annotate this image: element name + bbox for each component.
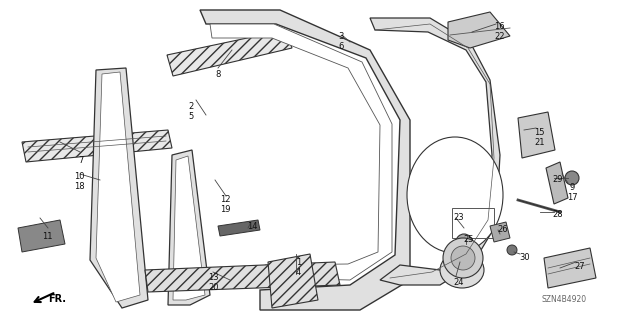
Text: 26: 26 — [497, 225, 508, 234]
Circle shape — [443, 238, 483, 278]
Polygon shape — [210, 24, 392, 280]
Polygon shape — [90, 68, 148, 308]
Circle shape — [456, 234, 472, 250]
Polygon shape — [168, 150, 210, 305]
Polygon shape — [173, 156, 205, 300]
Polygon shape — [18, 220, 65, 252]
Text: 2
5: 2 5 — [188, 102, 193, 122]
Text: 16
22: 16 22 — [494, 22, 504, 41]
Text: 28: 28 — [552, 210, 563, 219]
Polygon shape — [546, 162, 568, 204]
Text: 30: 30 — [519, 253, 530, 262]
Text: 8: 8 — [215, 70, 220, 79]
Text: 11: 11 — [42, 232, 52, 241]
Polygon shape — [96, 72, 140, 302]
Polygon shape — [145, 262, 340, 292]
Text: 27: 27 — [574, 262, 584, 271]
Text: 15
21: 15 21 — [534, 128, 545, 147]
Text: 29: 29 — [552, 175, 563, 184]
Text: 10
18: 10 18 — [74, 172, 84, 191]
Polygon shape — [22, 130, 172, 162]
Text: 3
6: 3 6 — [338, 32, 344, 51]
Text: 24: 24 — [453, 278, 463, 287]
Text: 1
4: 1 4 — [296, 258, 301, 278]
Polygon shape — [370, 18, 500, 285]
Polygon shape — [448, 12, 510, 48]
Text: SZN4B4920: SZN4B4920 — [541, 295, 586, 304]
Polygon shape — [544, 248, 596, 288]
Polygon shape — [200, 10, 410, 310]
Text: 12
19: 12 19 — [220, 195, 230, 214]
Polygon shape — [518, 112, 555, 158]
Text: 25: 25 — [463, 235, 474, 244]
Ellipse shape — [440, 252, 484, 288]
Polygon shape — [218, 220, 260, 236]
Bar — [452, 208, 494, 238]
Text: FR.: FR. — [48, 294, 66, 304]
Ellipse shape — [407, 137, 503, 253]
Text: 23: 23 — [453, 213, 463, 222]
Polygon shape — [268, 254, 318, 308]
Circle shape — [507, 245, 517, 255]
Text: 9
17: 9 17 — [567, 183, 578, 202]
Polygon shape — [167, 30, 292, 76]
Text: 7: 7 — [78, 156, 83, 165]
Ellipse shape — [565, 171, 579, 185]
Polygon shape — [490, 222, 510, 242]
Text: 13
20: 13 20 — [208, 273, 219, 293]
Circle shape — [451, 246, 475, 270]
Text: 14: 14 — [247, 222, 257, 231]
